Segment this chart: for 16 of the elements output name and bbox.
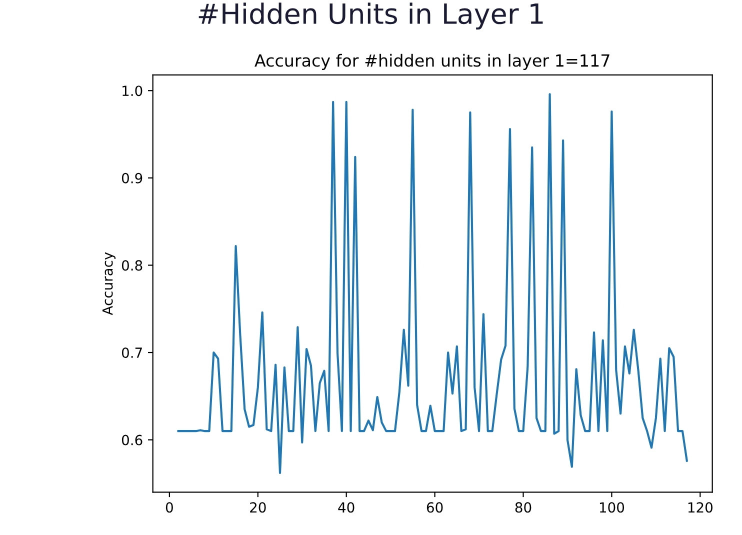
x-tick-label: 80 [515, 502, 532, 513]
y-tick-label: 0.9 [122, 172, 142, 184]
y-tick-label: 1.0 [122, 86, 142, 96]
chart-title: #Hidden Units in Layer 1 [198, 2, 543, 30]
chart-subtitle: Accuracy for #hidden units in layer 1=117 [254, 54, 610, 70]
x-tick-label: 60 [426, 502, 443, 513]
x-tick-label: 120 [688, 502, 712, 513]
x-tick-label: 100 [600, 502, 624, 513]
y-axis-title: Accuracy [102, 252, 116, 316]
y-tick-label: 0.6 [122, 434, 142, 446]
x-tick-label: 0 [166, 502, 173, 513]
line-series [177, 93, 688, 474]
x-tick-label: 20 [250, 502, 266, 513]
x-tick-label: 40 [338, 502, 354, 513]
y-tick-label: 0.7 [122, 347, 142, 358]
y-tick-label: 0.8 [122, 260, 142, 271]
